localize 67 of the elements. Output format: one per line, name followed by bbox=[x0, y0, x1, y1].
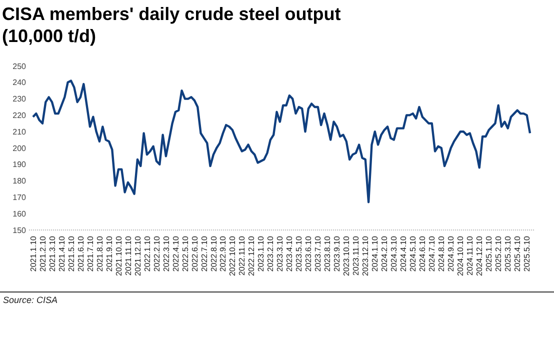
x-tick-label: 2024.7.10 bbox=[428, 235, 437, 272]
x-tick-label: 2021.4.10 bbox=[57, 235, 66, 272]
chart-title: CISA members' daily crude steel output (10,000 t/d) bbox=[2, 4, 341, 46]
y-tick-label: 160 bbox=[12, 209, 27, 218]
y-tick-label: 230 bbox=[12, 94, 27, 104]
y-tick-label: 190 bbox=[12, 160, 27, 170]
x-tick-label: 2024.9.10 bbox=[446, 235, 456, 272]
x-tick-label: 2023.5.10 bbox=[294, 235, 304, 272]
y-tick-label: 200 bbox=[12, 144, 27, 153]
x-tick-label: 2022.12.10 bbox=[247, 235, 256, 276]
y-tick-label: 240 bbox=[12, 78, 27, 88]
x-tick-label: 2024.2.10 bbox=[380, 235, 390, 272]
x-tick-label: 2022.9.10 bbox=[218, 235, 228, 272]
x-tick-label: 2021.1.10 bbox=[28, 235, 38, 272]
x-tick-label: 2023.8.10 bbox=[323, 235, 332, 272]
x-tick-label: 2024.12.10 bbox=[475, 235, 484, 276]
x-tick-label: 2024.5.10 bbox=[408, 235, 418, 272]
x-tick-label: 2021.8.10 bbox=[95, 235, 104, 272]
x-tick-label: 2021.7.10 bbox=[86, 235, 95, 272]
x-tick-label: 2021.6.10 bbox=[76, 235, 86, 272]
x-tick-label: 2025.1.10 bbox=[484, 235, 494, 272]
x-tick-label: 2022.7.10 bbox=[200, 235, 209, 272]
x-tick-label: 2023.2.10 bbox=[266, 235, 276, 272]
x-tick-label: 2023.4.10 bbox=[285, 235, 294, 272]
x-tick-label: 2023.6.10 bbox=[304, 235, 314, 272]
y-tick-label: 220 bbox=[12, 111, 27, 120]
x-tick-label: 2024.6.10 bbox=[418, 235, 428, 272]
x-tick-label: 2022.5.10 bbox=[180, 235, 190, 272]
x-tick-label: 2022.4.10 bbox=[171, 235, 180, 272]
x-tick-label: 2021.12.10 bbox=[133, 235, 142, 276]
y-tick-label: 150 bbox=[12, 226, 27, 235]
x-tick-label: 2024.10.10 bbox=[456, 235, 466, 276]
x-tick-label: 2021.10.10 bbox=[114, 235, 124, 276]
x-tick-label: 2024.11.10 bbox=[466, 235, 475, 276]
y-tick-label: 250 bbox=[12, 62, 27, 71]
x-tick-label: 2024.1.10 bbox=[370, 235, 380, 272]
x-tick-label: 2024.8.10 bbox=[437, 235, 446, 272]
x-tick-label: 2024.4.10 bbox=[399, 235, 408, 272]
x-tick-label: 2025.2.10 bbox=[494, 235, 504, 272]
x-tick-label: 2022.3.10 bbox=[162, 235, 171, 272]
x-tick-label: 2022.10.10 bbox=[228, 235, 238, 276]
y-tick-label: 180 bbox=[12, 176, 27, 186]
x-tick-label: 2024.3.10 bbox=[390, 235, 399, 272]
x-tick-label: 2023.1.10 bbox=[256, 235, 266, 272]
x-tick-label: 2022.2.10 bbox=[152, 235, 162, 272]
x-tick-label: 2025.3.10 bbox=[504, 235, 513, 272]
x-tick-label: 2023.3.10 bbox=[276, 235, 285, 272]
x-tick-label: 2022.1.10 bbox=[142, 235, 152, 272]
x-tick-label: 2022.6.10 bbox=[190, 235, 200, 272]
source-note: Source: CISA bbox=[3, 295, 58, 305]
x-tick-label: 2023.11.10 bbox=[352, 235, 361, 276]
x-tick-label: 2023.9.10 bbox=[332, 235, 342, 272]
x-tick-label: 2025.4.10 bbox=[513, 235, 522, 272]
x-tick-label: 2023.10.10 bbox=[342, 235, 352, 276]
x-tick-label: 2022.11.10 bbox=[238, 235, 247, 276]
x-tick-label: 2021.5.10 bbox=[66, 235, 76, 272]
x-tick-label: 2021.9.10 bbox=[104, 235, 114, 272]
x-tick-label: 2025.5.10 bbox=[522, 235, 532, 272]
x-tick-label: 2023.7.10 bbox=[314, 235, 323, 272]
x-tick-label: 2021.3.10 bbox=[48, 235, 57, 272]
line-series bbox=[32, 80, 532, 204]
y-tick-label: 210 bbox=[12, 127, 27, 136]
x-tick-label: 2022.8.10 bbox=[209, 235, 218, 272]
x-tick-label: 2021.11.10 bbox=[124, 235, 133, 276]
y-tick-label: 170 bbox=[12, 193, 27, 202]
x-tick-label: 2021.2.10 bbox=[38, 235, 48, 272]
x-tick-label: 2023.12.10 bbox=[361, 235, 370, 276]
